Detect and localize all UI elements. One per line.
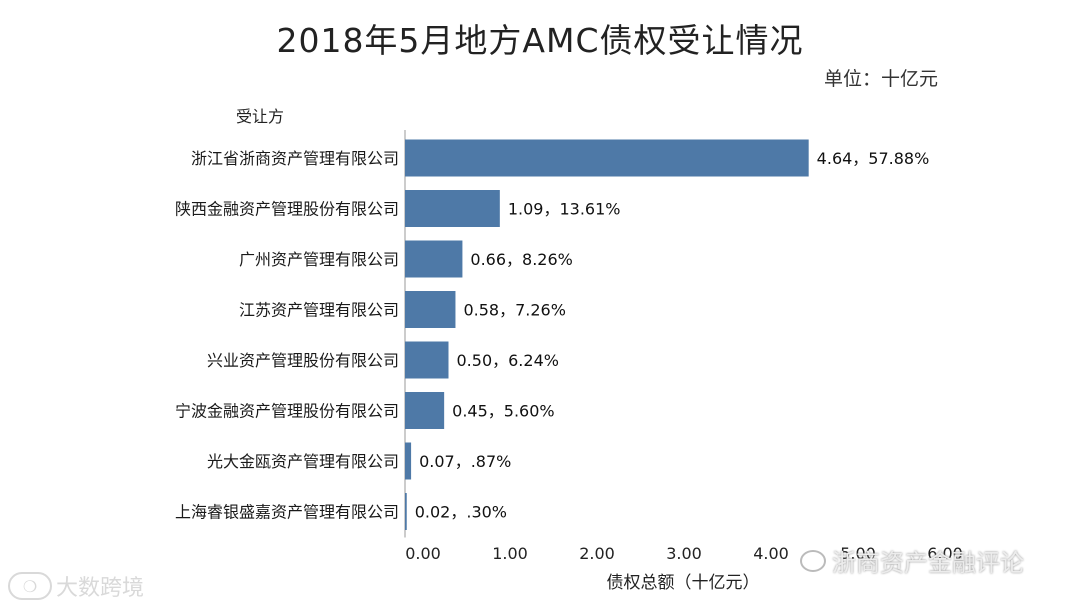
watermark-left: ❍ 大数跨境 bbox=[8, 570, 144, 602]
bar bbox=[405, 392, 445, 429]
chart-title: 2018年5月地方AMC债权受让情况 bbox=[276, 21, 804, 60]
wechat-icon bbox=[800, 549, 826, 572]
bar bbox=[405, 341, 449, 379]
watermark-left-text: 大数跨境 bbox=[56, 576, 145, 601]
category-label: 江苏资产管理有限公司 bbox=[239, 301, 399, 320]
data-label: 0.45，5.60% bbox=[452, 402, 554, 421]
data-label: 1.09，13.61% bbox=[508, 200, 621, 219]
bar bbox=[405, 291, 456, 328]
x-tick-label: 0.00 bbox=[405, 544, 441, 563]
x-tick-label: 2.00 bbox=[579, 544, 615, 563]
x-tick-label: 1.00 bbox=[492, 544, 528, 563]
watermark-logo-icon: ❍ bbox=[8, 572, 52, 600]
bar bbox=[405, 240, 463, 278]
data-label: 4.64，57.88% bbox=[817, 149, 930, 168]
bar bbox=[405, 493, 407, 530]
bar bbox=[405, 139, 809, 177]
x-tick-label: 3.00 bbox=[666, 544, 702, 563]
watermark-right: 浙商资产金融评论 bbox=[800, 543, 1024, 578]
category-label: 上海睿银盛嘉资产管理有限公司 bbox=[175, 503, 399, 522]
category-label: 广州资产管理有限公司 bbox=[239, 250, 399, 269]
x-tick-label: 5.00 bbox=[840, 544, 876, 563]
x-tick-label: 6.00 bbox=[927, 544, 963, 563]
data-label: 0.66，8.26% bbox=[470, 250, 572, 269]
bar bbox=[405, 442, 412, 480]
category-label: 光大金瓯资产管理有限公司 bbox=[207, 452, 399, 471]
watermark-right-text: 浙商资产金融评论 bbox=[832, 549, 1024, 577]
data-label: 0.07，.87% bbox=[419, 452, 511, 471]
data-label: 0.50，6.24% bbox=[457, 351, 559, 370]
x-axis-title: 债权总额（十亿元） bbox=[607, 573, 760, 593]
x-tick-label: 4.00 bbox=[753, 544, 789, 563]
data-label: 0.58，7.26% bbox=[463, 301, 565, 320]
category-label: 陕西金融资产管理股份有限公司 bbox=[175, 200, 399, 219]
y-axis-title: 受让方 bbox=[236, 107, 284, 126]
unit-label: 单位：十亿元 bbox=[824, 68, 939, 90]
data-label: 0.02，.30% bbox=[415, 503, 507, 522]
bar bbox=[405, 190, 500, 227]
category-label: 宁波金融资产管理股份有限公司 bbox=[175, 402, 399, 421]
category-label: 浙江省浙商资产管理有限公司 bbox=[191, 149, 399, 168]
category-label: 兴业资产管理股份有限公司 bbox=[207, 351, 399, 370]
